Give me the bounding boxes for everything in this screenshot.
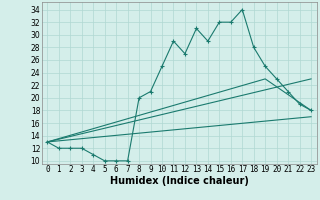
- X-axis label: Humidex (Indice chaleur): Humidex (Indice chaleur): [110, 176, 249, 186]
